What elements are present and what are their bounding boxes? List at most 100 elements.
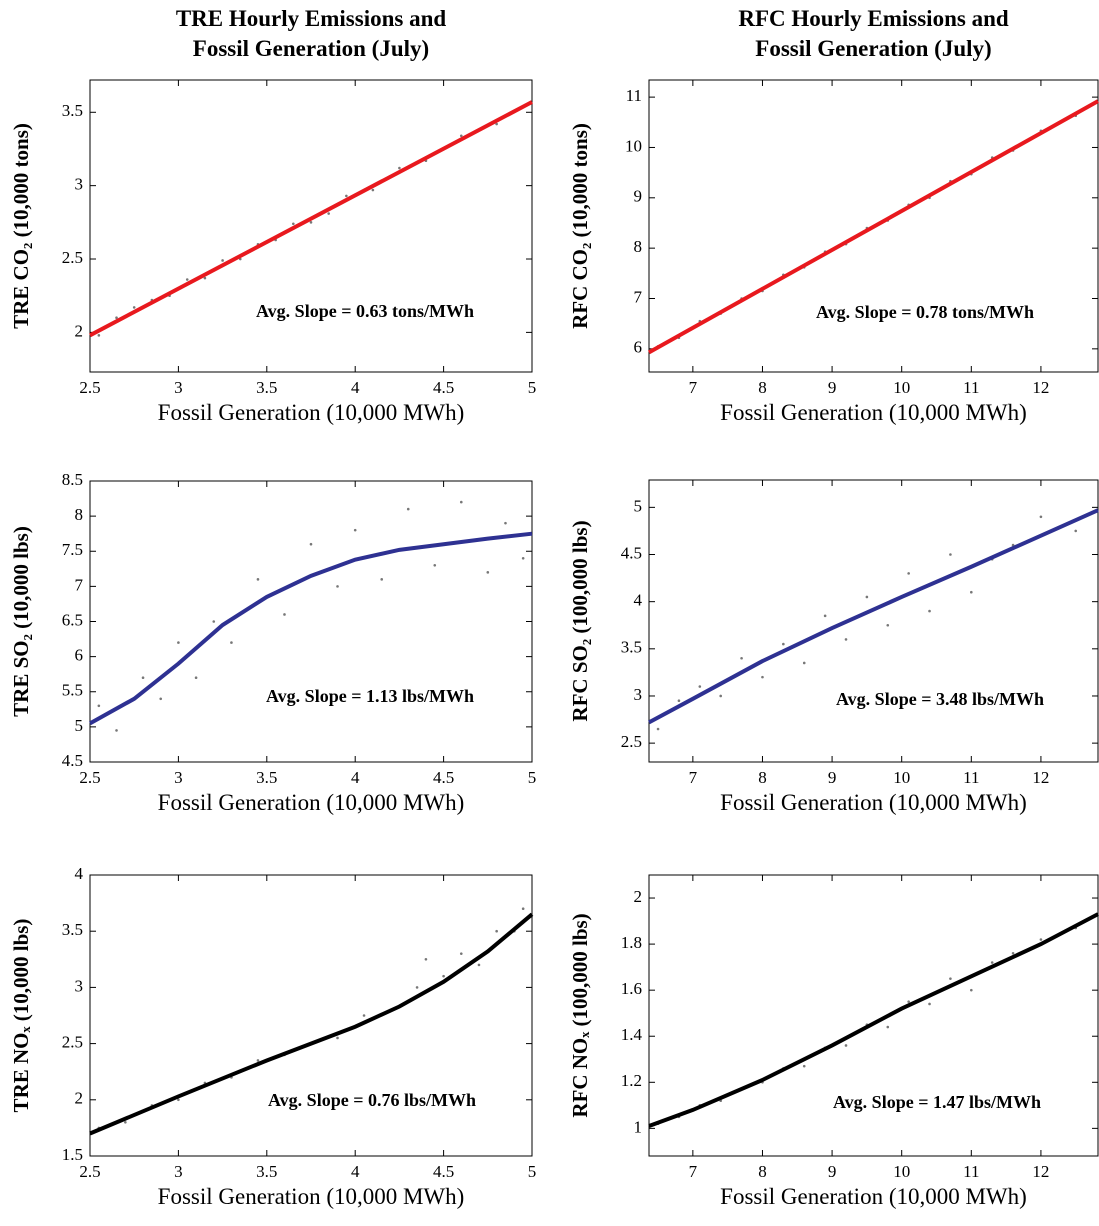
y-tick-label: 4.5 (621, 543, 642, 562)
data-point (459, 134, 463, 138)
slope-annotation: Avg. Slope = 0.63 tons/MWh (256, 301, 474, 321)
y-tick-label: 7 (75, 575, 84, 594)
data-point (203, 276, 207, 280)
x-tick-label: 11 (963, 378, 979, 397)
y-tick-label: 7.5 (62, 540, 83, 559)
x-tick-label: 7 (689, 1162, 698, 1181)
y-tick-label: 3 (75, 175, 84, 194)
y-tick-label: 6 (634, 338, 643, 357)
plot-frame (648, 874, 1099, 1157)
data-point (442, 974, 445, 978)
data-point (990, 961, 994, 964)
y-tick-label: 8.5 (62, 470, 83, 489)
y-tick-label: 2 (75, 321, 84, 340)
y-tick-label: 5.5 (62, 681, 83, 700)
y-tick-label: 1.4 (621, 1025, 643, 1044)
data-point (283, 613, 286, 616)
data-point (433, 564, 437, 567)
chart-title: TRE Hourly Emissions and (176, 6, 447, 31)
y-tick-label: 1.5 (62, 1145, 83, 1164)
data-point (802, 661, 806, 665)
y-tick-label: 2.5 (621, 732, 642, 751)
data-point (256, 1059, 260, 1062)
x-tick-label: 9 (828, 768, 837, 787)
x-tick-label: 4.5 (433, 768, 454, 787)
y-tick-label: 5 (75, 716, 84, 735)
x-tick-label: 5 (528, 1162, 537, 1181)
slope-annotation: Avg. Slope = 1.47 lbs/MWh (833, 1092, 1041, 1112)
data-point (656, 727, 660, 731)
data-point (761, 675, 764, 679)
data-point (177, 1098, 180, 1102)
data-point (336, 585, 339, 588)
y-axis-label: RFC NOₓ (100,000 lbs) (568, 913, 592, 1117)
plot-frame (648, 79, 1099, 373)
y-tick-label: 9 (634, 187, 643, 206)
y-axis-label: TRE NOₓ (10,000 lbs) (9, 919, 33, 1113)
x-axis-label: Fossil Generation (10,000 MWh) (158, 790, 465, 815)
data-point (1039, 515, 1043, 519)
fit-line (89, 100, 533, 338)
data-point (194, 676, 198, 679)
y-tick-label: 7 (634, 287, 643, 306)
data-point (844, 1044, 848, 1047)
data-point (459, 500, 463, 504)
x-tick-label: 9 (828, 1162, 837, 1181)
y-tick-label: 1 (634, 1117, 643, 1136)
plot-frame (648, 479, 1099, 763)
x-tick-label: 2.5 (79, 378, 100, 397)
data-point (844, 638, 848, 641)
data-point (802, 1064, 806, 1068)
x-tick-label: 11 (963, 768, 979, 787)
data-point (928, 1002, 931, 1006)
y-tick-label: 2.5 (62, 248, 83, 267)
x-tick-label: 2.5 (79, 768, 100, 787)
y-axis-label: TRE CO₂ (10,000 tons) (9, 123, 33, 329)
x-tick-label: 9 (828, 378, 837, 397)
y-tick-label: 3.5 (62, 920, 83, 939)
data-point (309, 542, 313, 546)
plot-frame (89, 874, 533, 1157)
data-point (740, 656, 743, 660)
data-point (907, 1000, 910, 1003)
data-point (949, 977, 952, 980)
plot-frame (89, 79, 533, 373)
data-point (424, 958, 428, 961)
x-tick-label: 4 (351, 768, 360, 787)
data-point (353, 528, 357, 532)
data-point (398, 166, 401, 170)
data-point (1074, 529, 1078, 533)
data-point (124, 1120, 127, 1124)
data-point (486, 571, 490, 574)
x-tick-label: 10 (893, 378, 910, 397)
data-point (1039, 938, 1043, 941)
data-point (256, 578, 260, 581)
y-tick-label: 2 (634, 887, 643, 906)
data-point (928, 609, 931, 613)
data-point (907, 572, 910, 575)
y-axis-label: TRE SO₂ (10,000 lbs) (9, 526, 33, 717)
fit-line (89, 912, 534, 1136)
data-point (292, 222, 295, 226)
data-point (132, 306, 136, 309)
y-tick-label: 11 (626, 86, 642, 105)
chart-title: Fossil Generation (July) (193, 36, 429, 61)
data-point (177, 641, 180, 644)
data-point (97, 334, 101, 337)
x-tick-label: 3.5 (256, 1162, 277, 1181)
x-axis-label: Fossil Generation (10,000 MWh) (720, 400, 1027, 425)
x-tick-label: 7 (689, 378, 698, 397)
data-point (115, 729, 118, 732)
data-point (495, 929, 498, 933)
data-point (309, 221, 313, 224)
y-axis-label: RFC SO₂ (100,000 lbs) (568, 520, 592, 721)
data-point (221, 259, 224, 262)
data-point (477, 963, 481, 967)
y-tick-label: 1.6 (621, 979, 642, 998)
fit-line (648, 912, 1099, 1128)
y-tick-label: 6.5 (62, 610, 83, 629)
data-point (141, 676, 145, 679)
y-tick-label: 3 (634, 685, 643, 704)
x-tick-label: 4 (351, 1162, 360, 1181)
